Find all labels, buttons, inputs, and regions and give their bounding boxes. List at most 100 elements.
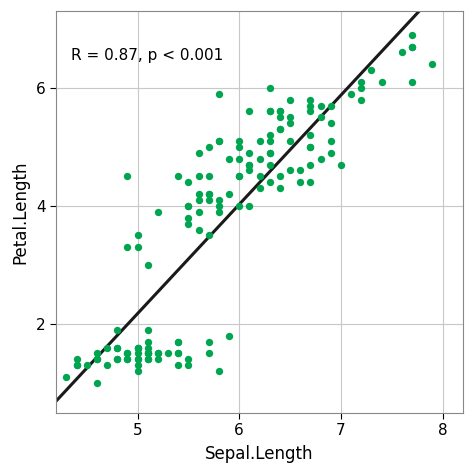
Point	[124, 244, 131, 251]
Point	[113, 356, 121, 363]
Point	[205, 191, 212, 198]
Point	[184, 362, 192, 369]
Point	[307, 179, 314, 186]
Point	[266, 131, 273, 139]
Point	[256, 137, 264, 145]
Point	[276, 114, 283, 121]
Point	[246, 108, 253, 115]
Point	[215, 90, 223, 98]
Point	[307, 131, 314, 139]
Point	[124, 173, 131, 180]
Point	[195, 173, 202, 180]
Point	[266, 108, 273, 115]
Point	[174, 338, 182, 346]
Point	[205, 196, 212, 204]
Point	[93, 379, 100, 387]
Point	[317, 114, 324, 121]
Point	[246, 167, 253, 174]
Point	[347, 90, 355, 98]
Point	[327, 137, 335, 145]
Point	[246, 161, 253, 168]
Point	[307, 143, 314, 151]
Point	[144, 356, 152, 363]
Point	[215, 137, 223, 145]
Point	[276, 184, 283, 192]
Point	[184, 356, 192, 363]
Point	[307, 108, 314, 115]
Point	[154, 350, 162, 357]
Point	[428, 61, 436, 68]
Point	[73, 356, 81, 363]
Point	[134, 244, 141, 251]
Point	[266, 137, 273, 145]
Point	[174, 173, 182, 180]
Point	[73, 362, 81, 369]
Point	[236, 202, 243, 210]
Point	[184, 202, 192, 210]
Point	[174, 338, 182, 346]
Point	[408, 31, 416, 38]
Point	[124, 350, 131, 357]
Point	[286, 114, 294, 121]
Point	[134, 356, 141, 363]
Point	[134, 344, 141, 351]
Point	[103, 344, 111, 351]
Point	[246, 202, 253, 210]
Point	[296, 167, 304, 174]
Point	[317, 102, 324, 109]
Point	[205, 191, 212, 198]
Point	[124, 356, 131, 363]
Point	[236, 173, 243, 180]
Point	[184, 220, 192, 228]
Point	[134, 344, 141, 351]
Text: R = 0.87, p < 0.001: R = 0.87, p < 0.001	[72, 48, 224, 63]
Point	[357, 84, 365, 91]
Point	[225, 155, 233, 163]
Point	[124, 356, 131, 363]
Point	[195, 196, 202, 204]
Point	[144, 356, 152, 363]
Point	[357, 78, 365, 86]
Point	[246, 149, 253, 156]
Point	[215, 202, 223, 210]
Point	[205, 232, 212, 239]
Point	[124, 350, 131, 357]
X-axis label: Sepal.Length: Sepal.Length	[205, 445, 314, 463]
Point	[246, 161, 253, 168]
Point	[113, 344, 121, 351]
Point	[307, 143, 314, 151]
Point	[134, 232, 141, 239]
Point	[408, 78, 416, 86]
Point	[134, 350, 141, 357]
Point	[266, 149, 273, 156]
Point	[266, 161, 273, 168]
Point	[184, 179, 192, 186]
Point	[93, 356, 100, 363]
Point	[286, 96, 294, 103]
Point	[307, 96, 314, 103]
Point	[184, 202, 192, 210]
Point	[225, 332, 233, 339]
Point	[144, 344, 152, 351]
Point	[307, 161, 314, 168]
Point	[144, 350, 152, 357]
Point	[368, 66, 375, 74]
Point	[134, 362, 141, 369]
Point	[83, 362, 91, 369]
Point	[286, 137, 294, 145]
Point	[93, 356, 100, 363]
Point	[266, 108, 273, 115]
Point	[286, 167, 294, 174]
Point	[103, 362, 111, 369]
Point	[215, 208, 223, 216]
Point	[236, 143, 243, 151]
Point	[276, 173, 283, 180]
Point	[184, 214, 192, 221]
Point	[113, 326, 121, 334]
Point	[408, 43, 416, 50]
Point	[205, 173, 212, 180]
Point	[398, 49, 406, 56]
Point	[205, 350, 212, 357]
Point	[134, 344, 141, 351]
Point	[317, 155, 324, 163]
